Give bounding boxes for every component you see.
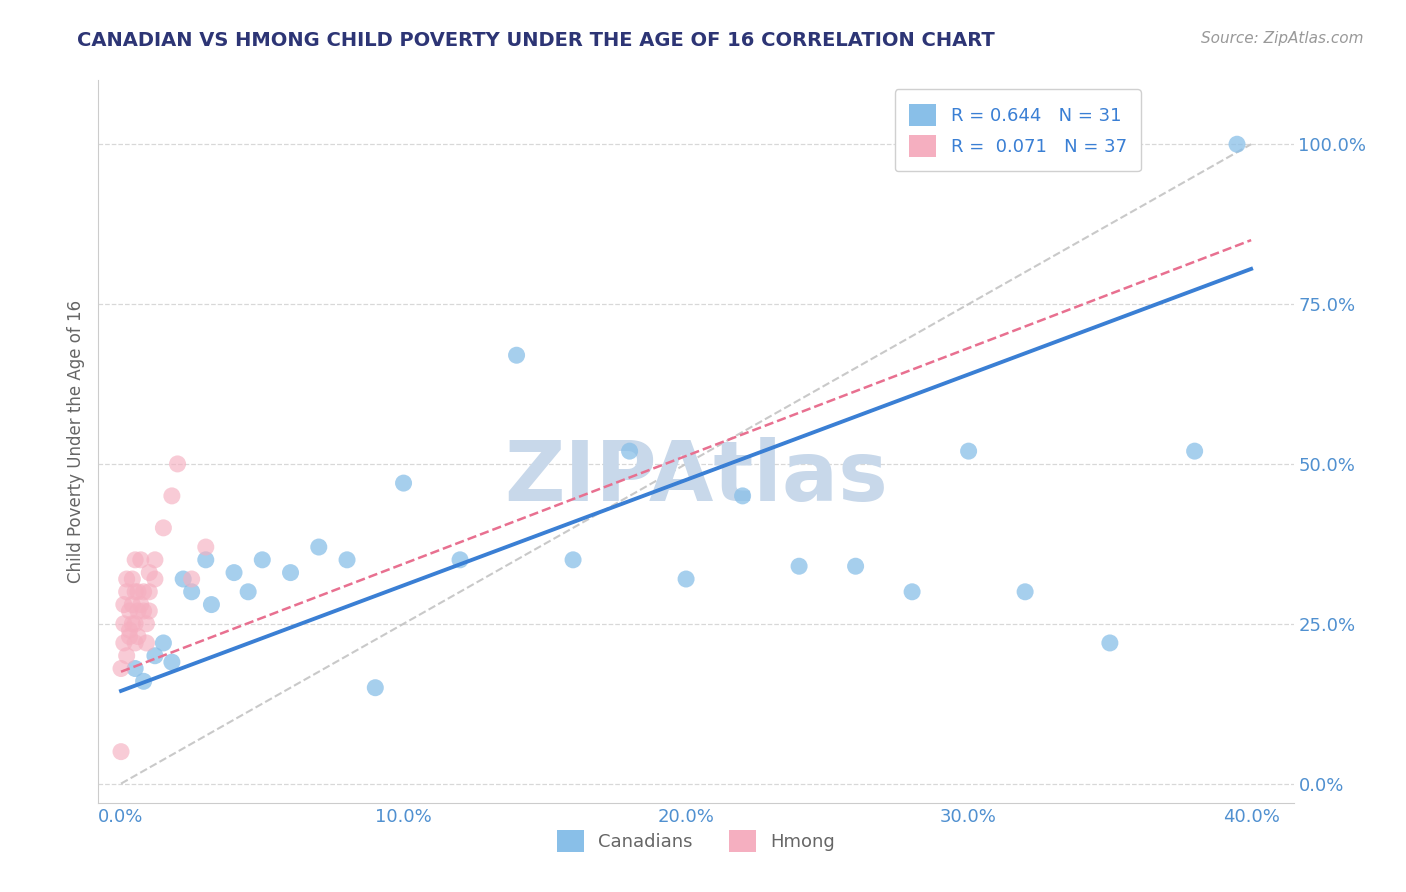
Point: [166, 457, 188, 471]
Point: [132, 674, 155, 689]
Point: [562, 553, 585, 567]
Point: [118, 604, 141, 618]
Point: [364, 681, 387, 695]
Point: [127, 604, 149, 618]
Point: [115, 648, 138, 663]
Point: [115, 584, 138, 599]
Point: [138, 604, 160, 618]
Point: [675, 572, 697, 586]
Point: [127, 584, 149, 599]
Legend: Canadians, Hmong: Canadians, Hmong: [550, 822, 842, 859]
Text: CANADIAN VS HMONG CHILD POVERTY UNDER THE AGE OF 16 CORRELATION CHART: CANADIAN VS HMONG CHILD POVERTY UNDER TH…: [77, 31, 995, 50]
Point: [787, 559, 810, 574]
Point: [135, 616, 157, 631]
Point: [143, 553, 166, 567]
Point: [129, 553, 152, 567]
Point: [308, 540, 330, 554]
Point: [180, 572, 202, 586]
Point: [194, 553, 217, 567]
Point: [121, 572, 143, 586]
Point: [124, 636, 146, 650]
Point: [160, 489, 183, 503]
Point: [238, 584, 260, 599]
Text: Source: ZipAtlas.com: Source: ZipAtlas.com: [1201, 31, 1364, 46]
Point: [118, 630, 141, 644]
Point: [110, 745, 132, 759]
Point: [127, 630, 149, 644]
Point: [222, 566, 245, 580]
Point: [160, 655, 183, 669]
Point: [172, 572, 194, 586]
Point: [143, 572, 166, 586]
Point: [124, 661, 146, 675]
Point: [112, 598, 135, 612]
Point: [1014, 584, 1036, 599]
Point: [115, 572, 138, 586]
Point: [180, 584, 202, 599]
Point: [957, 444, 980, 458]
Point: [1098, 636, 1121, 650]
Point: [901, 584, 924, 599]
Point: [132, 584, 155, 599]
Point: [132, 604, 155, 618]
Point: [135, 636, 157, 650]
Point: [194, 540, 217, 554]
Point: [124, 553, 146, 567]
Point: [252, 553, 274, 567]
Point: [845, 559, 868, 574]
Point: [449, 553, 471, 567]
Point: [138, 584, 160, 599]
Point: [1226, 137, 1249, 152]
Point: [619, 444, 641, 458]
Point: [1184, 444, 1206, 458]
Point: [129, 598, 152, 612]
Point: [336, 553, 359, 567]
Point: [112, 636, 135, 650]
Point: [143, 648, 166, 663]
Point: [138, 566, 160, 580]
Y-axis label: Child Poverty Under the Age of 16: Child Poverty Under the Age of 16: [66, 300, 84, 583]
Point: [731, 489, 754, 503]
Point: [280, 566, 302, 580]
Point: [118, 623, 141, 637]
Point: [124, 584, 146, 599]
Point: [124, 616, 146, 631]
Point: [392, 476, 415, 491]
Text: ZIPAtlas: ZIPAtlas: [503, 437, 889, 518]
Point: [152, 521, 174, 535]
Point: [121, 598, 143, 612]
Point: [152, 636, 174, 650]
Point: [200, 598, 222, 612]
Point: [505, 348, 527, 362]
Point: [112, 616, 135, 631]
Point: [110, 661, 132, 675]
Point: [121, 616, 143, 631]
